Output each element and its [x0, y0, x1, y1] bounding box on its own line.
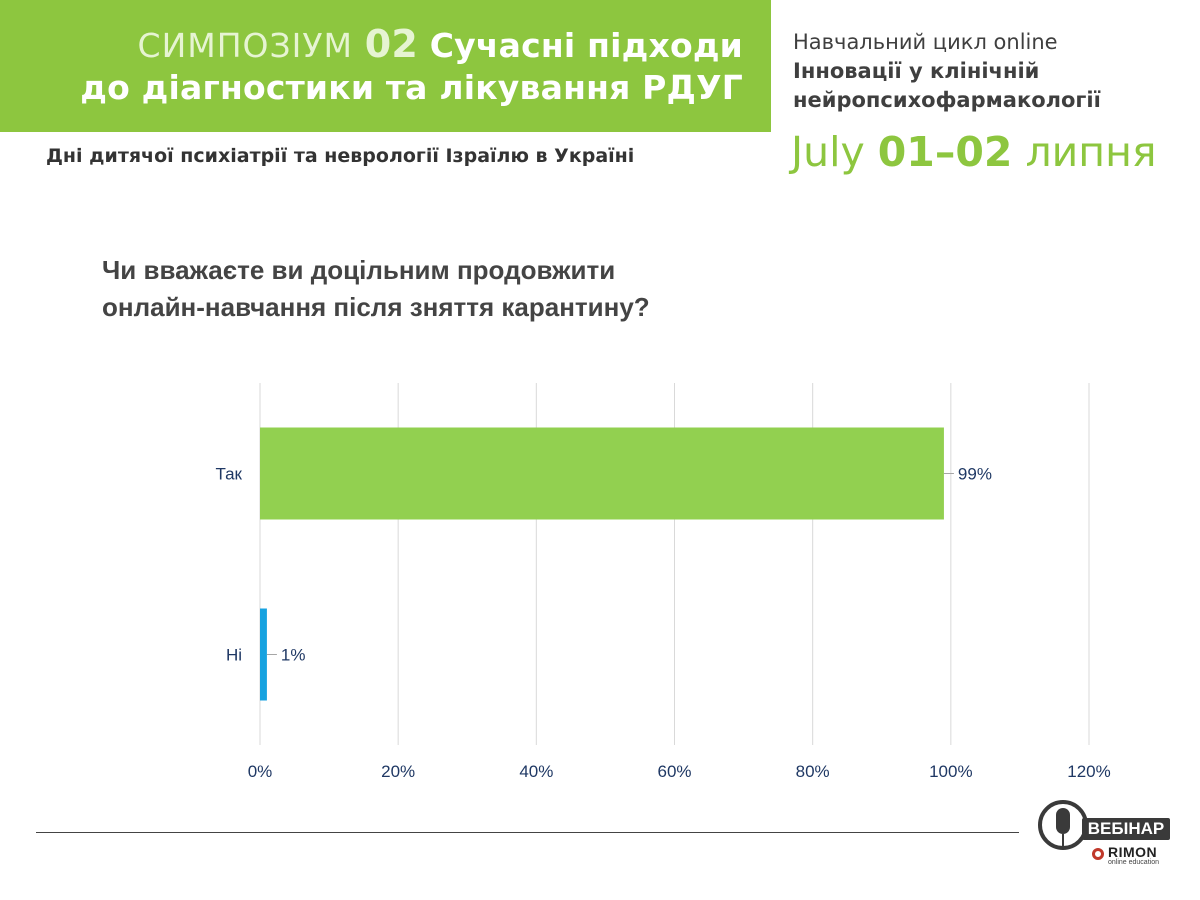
rimon-tagline: online education [1108, 859, 1159, 866]
title-text-1: Сучасні підходи [429, 26, 743, 65]
x-tick-label: 100% [929, 762, 972, 781]
x-tick-label: 20% [381, 762, 415, 781]
webinar-label: ВЕБІНАР [1082, 818, 1170, 840]
rimon-brand: RIMON [1108, 844, 1158, 860]
event-date: July 01–02 липня [791, 128, 1157, 176]
question-line-1: Чи вважаєте ви доцільним продовжити [102, 255, 616, 285]
date-days: 01–02 [877, 128, 1013, 176]
bar [260, 608, 267, 701]
title-banner: СИМПОЗІУМ 02 Сучасні підходи до діагност… [0, 0, 771, 132]
category-label: Ні [226, 646, 242, 665]
x-tick-label: 40% [519, 762, 553, 781]
date-july: July [791, 128, 865, 176]
question-line-2: онлайн-навчання після зняття карантину? [102, 292, 650, 322]
bar [260, 427, 944, 520]
webinar-logo: ВЕБІНАР RIMON online education [1034, 798, 1170, 870]
title-line-1: СИМПОЗІУМ 02 Сучасні підходи [138, 22, 743, 66]
x-tick-label: 80% [796, 762, 830, 781]
footer-divider [36, 832, 1019, 833]
title-line-2: до діагностики та лікування РДУГ [80, 68, 743, 107]
microphone-stand [1062, 834, 1064, 846]
survey-question: Чи вважаєте ви доцільним продовжити онла… [102, 252, 650, 326]
event-subheader: Дні дитячої психіатрії та неврології Ізр… [46, 145, 635, 167]
x-tick-label: 0% [248, 762, 273, 781]
x-tick-label: 60% [657, 762, 691, 781]
data-label: 1% [281, 646, 306, 665]
date-month: липня [1025, 128, 1157, 176]
cycle-info: Навчальний цикл online Інновації у кліні… [793, 28, 1101, 115]
cycle-line-2: Інновації у клінічній [793, 59, 1040, 83]
category-label: Так [215, 465, 242, 484]
symposium-number: 02 [364, 22, 418, 66]
cycle-line-1: Навчальний цикл online [793, 30, 1058, 54]
data-label: 99% [958, 465, 992, 484]
rimon-logo-icon [1092, 848, 1104, 860]
x-tick-label: 120% [1067, 762, 1110, 781]
microphone-body [1056, 808, 1070, 834]
symposium-word: СИМПОЗІУМ [137, 26, 353, 65]
cycle-line-3: нейропсихофармакології [793, 88, 1101, 112]
